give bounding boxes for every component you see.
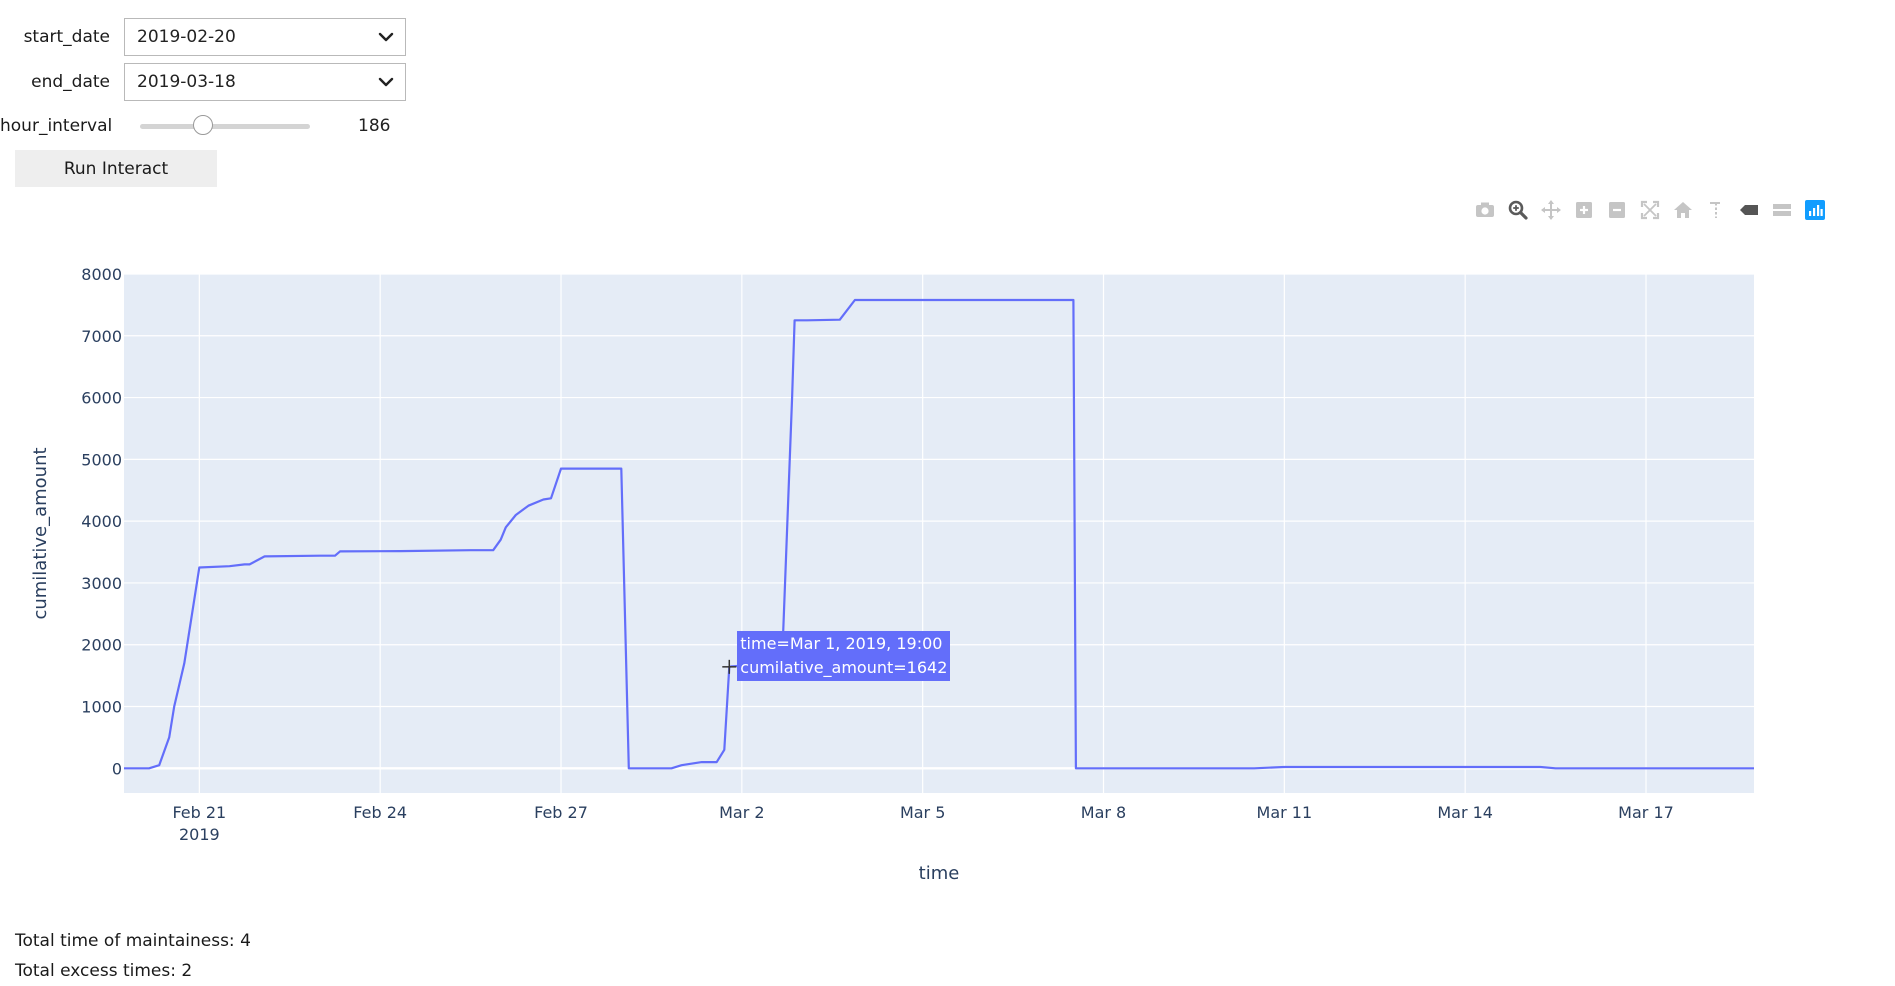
y-tick-label: 6000 xyxy=(81,389,122,408)
zoom-out-icon[interactable] xyxy=(1600,195,1633,225)
y-tick-label: 7000 xyxy=(81,327,122,346)
maintain-time-text: Total time of maintainess: 4 xyxy=(15,931,251,951)
pan-icon[interactable] xyxy=(1534,195,1567,225)
start-date-dropdown[interactable]: 2019-02-20 xyxy=(124,18,406,56)
x-tick-label: Feb 24 xyxy=(353,803,407,822)
plotly-logo-icon[interactable] xyxy=(1798,195,1831,225)
end-date-value: 2019-03-18 xyxy=(137,72,236,92)
hour-interval-label: hour_interval xyxy=(0,116,113,136)
start-date-row: start_date 2019-02-20 xyxy=(0,18,406,56)
y-gridlines xyxy=(124,273,1754,770)
x-tick-year-label: 2019 xyxy=(179,825,220,844)
y-tick-label: 3000 xyxy=(81,574,122,593)
reset-axes-icon[interactable] xyxy=(1666,195,1699,225)
series-line[interactable] xyxy=(124,298,1754,770)
y-tick-label: 0 xyxy=(112,759,122,778)
y-tick-label: 5000 xyxy=(81,450,122,469)
zoom-in-icon[interactable] xyxy=(1567,195,1600,225)
x-tick-label: Mar 11 xyxy=(1257,803,1313,822)
x-tick-label: Mar 14 xyxy=(1437,803,1493,822)
excess-times-text: Total excess times: 2 xyxy=(15,961,193,981)
x-tick-labels: Feb 21 Feb 24 Feb 27 Mar 2 Mar 5 Mar 8 Mar 11 M… xyxy=(172,803,1673,844)
x-tick-label: Mar 17 xyxy=(1618,803,1674,822)
chevron-down-icon xyxy=(378,77,394,87)
plot-area[interactable] xyxy=(124,274,1754,793)
plot-modebar xyxy=(1468,195,1831,225)
end-date-row: end_date 2019-03-18 xyxy=(0,63,406,101)
hover-time: time=Mar 1, 2019, 19:00 xyxy=(740,633,943,653)
hour-interval-slider[interactable] xyxy=(140,114,310,135)
x-tick-label: Feb 21 xyxy=(172,803,226,822)
zoom-icon[interactable] xyxy=(1501,195,1534,225)
hover-value: cumilative_amount=1642 xyxy=(740,657,948,677)
spike-lines-icon[interactable] xyxy=(1699,195,1732,225)
end-date-dropdown[interactable]: 2019-03-18 xyxy=(124,63,406,101)
hover-tooltip: time=Mar 1, 2019, 19:00 cumilative_amoun… xyxy=(737,630,951,681)
crosshair-cursor-icon xyxy=(722,659,737,674)
x-tick-label: Feb 27 xyxy=(534,803,588,822)
autoscale-icon[interactable] xyxy=(1633,195,1666,225)
camera-icon[interactable] xyxy=(1468,195,1501,225)
line-chart[interactable]: 0 1000 2000 3000 4000 5000 6000 7000 8000 Feb 21… xyxy=(0,255,1895,905)
y-tick-label: 4000 xyxy=(81,512,122,531)
x-tick-label: Mar 5 xyxy=(900,803,945,822)
run-interact-button[interactable]: Run Interact xyxy=(15,150,217,187)
hour-interval-row: hour_interval 186 xyxy=(0,114,391,136)
start-date-label: start_date xyxy=(23,27,110,47)
hover-compare-icon[interactable] xyxy=(1765,195,1798,225)
chevron-down-icon xyxy=(378,32,394,42)
x-axis-title: time xyxy=(919,863,960,884)
y-tick-label: 1000 xyxy=(81,698,122,717)
start-date-value: 2019-02-20 xyxy=(137,27,236,47)
y-tick-labels: 0 1000 2000 3000 4000 5000 6000 7000 8000 xyxy=(81,265,122,778)
end-date-label: end_date xyxy=(31,72,110,92)
slider-handle[interactable] xyxy=(193,114,214,135)
x-tick-label: Mar 2 xyxy=(719,803,764,822)
hover-closest-icon[interactable] xyxy=(1732,195,1765,225)
y-tick-label: 8000 xyxy=(81,265,122,284)
hour-interval-value: 186 xyxy=(358,116,391,136)
x-tick-label: Mar 8 xyxy=(1081,803,1126,822)
y-axis-title: cumilative_amount xyxy=(30,447,51,619)
y-tick-label: 2000 xyxy=(81,636,122,655)
